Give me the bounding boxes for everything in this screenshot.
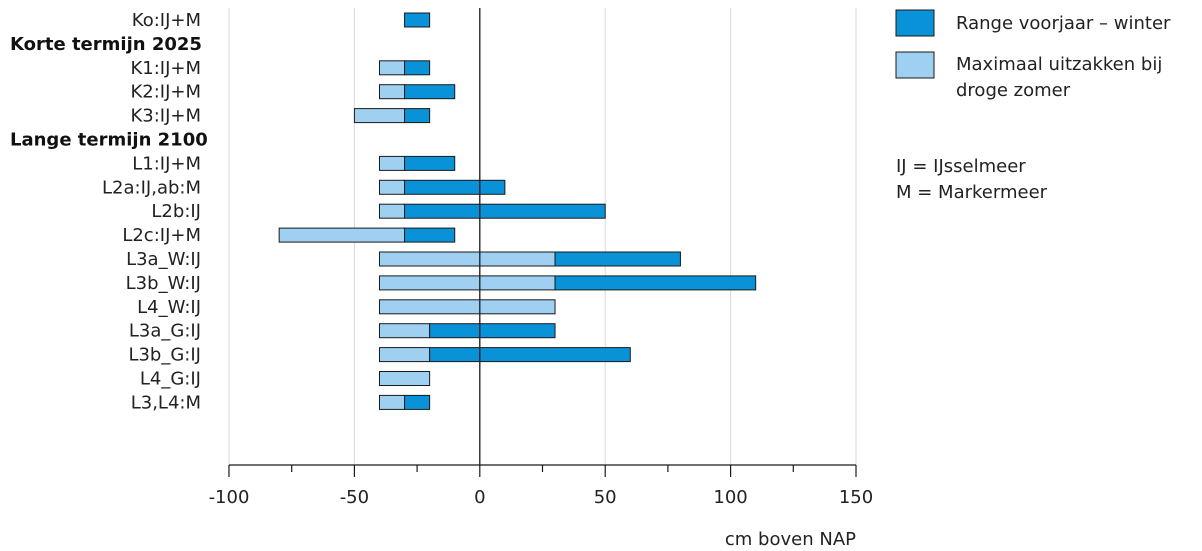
- bar-sag: [378, 155, 406, 171]
- bar-sag: [278, 227, 406, 243]
- category-label: K1:IJ+M: [130, 58, 201, 79]
- bar-sag: [378, 347, 431, 363]
- category-label: L3,L4:M: [131, 392, 201, 413]
- category-label: K3:IJ+M: [130, 106, 201, 127]
- legend-swatch-sag: [895, 51, 935, 79]
- x-tick-label: 150: [839, 487, 873, 508]
- legend-note: M = Markermeer: [896, 182, 1048, 203]
- bar-range: [554, 275, 757, 291]
- bar-range: [404, 155, 456, 171]
- x-tick-label: 100: [713, 487, 747, 508]
- bar-sag: [378, 179, 406, 195]
- bar-sag: [378, 323, 431, 339]
- group-header: Korte termijn 2025: [10, 34, 202, 55]
- bar-range: [404, 203, 606, 219]
- bar-sag: [378, 60, 406, 76]
- x-tick-label: -50: [340, 487, 369, 508]
- legend-swatch-range: [895, 9, 935, 37]
- bar-range: [404, 12, 431, 28]
- bar-sag: [378, 203, 406, 219]
- bar-sag: [353, 108, 406, 124]
- category-label: L2b:IJ: [151, 201, 201, 222]
- bar-range: [429, 347, 631, 363]
- bar-range: [404, 227, 456, 243]
- x-tick-label: 50: [594, 487, 617, 508]
- bar-sag: [378, 251, 556, 267]
- legend-note: IJ = IJsselmeer: [896, 156, 1026, 177]
- bar-range: [404, 60, 431, 76]
- category-label: L3a_W:IJ: [126, 249, 201, 270]
- category-label: L4_G:IJ: [140, 369, 201, 390]
- legend-label-sag: Maximaal uitzakken bij droge zomer: [956, 54, 1162, 101]
- bar-sag: [378, 371, 431, 386]
- x-tick-label: 0: [474, 487, 485, 508]
- bar-range: [429, 323, 556, 339]
- legend-label-range: Range voorjaar – winter: [956, 13, 1171, 34]
- bar-sag: [378, 275, 556, 291]
- bar-sag: [378, 84, 406, 100]
- category-label: K2:IJ+M: [130, 82, 201, 103]
- category-label: L2c:IJ+M: [122, 225, 201, 246]
- bar-range: [404, 179, 506, 195]
- bar-range: [554, 251, 681, 267]
- bar-sag: [378, 299, 556, 315]
- group-header: Lange termijn 2100: [10, 130, 208, 151]
- category-label: L3a_G:IJ: [129, 321, 201, 342]
- category-label: L4_W:IJ: [137, 297, 201, 318]
- category-label: Ko:IJ+M: [132, 10, 201, 31]
- bar-range: [404, 108, 431, 124]
- category-label: L1:IJ+M: [132, 153, 201, 174]
- category-label: L2a:IJ,ab:M: [102, 177, 201, 198]
- bar-range: [404, 84, 456, 100]
- bar-range: [404, 394, 431, 410]
- category-label: L3b_G:IJ: [128, 345, 201, 366]
- x-tick-label: -100: [209, 487, 250, 508]
- category-label: L3b_W:IJ: [126, 273, 201, 294]
- bar-sag: [378, 394, 406, 410]
- x-axis-title: cm boven NAP: [725, 529, 856, 550]
